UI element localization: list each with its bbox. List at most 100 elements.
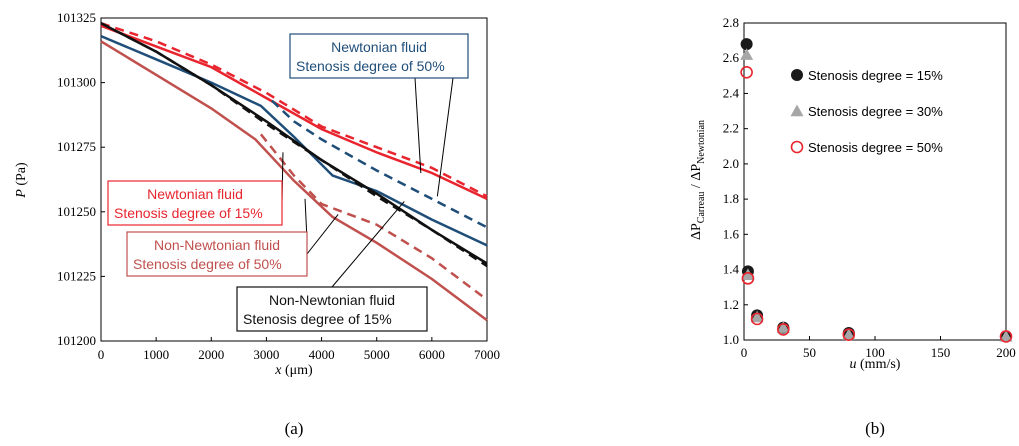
chart-b-y-axis-label-part1: ΔP: [689, 223, 704, 240]
chart-a-x-tick-label: 3000: [253, 347, 279, 362]
chart-b-legend: Stenosis degree = 15% Stenosis degree = 3…: [790, 68, 943, 155]
chart-b-legend-marker-circle-open: [790, 140, 804, 154]
chart-a-annotation-text: Stenosis degree of 15%: [114, 205, 263, 221]
chart-a-y-tick-label: 101300: [57, 75, 96, 90]
chart-b: 0 50 100 150 200 1.0 1.2 1.4 1.6 1.8 2.0 2.2 2.4 2.6…: [689, 15, 1016, 438]
chart-a-annotation-box: [126, 231, 308, 277]
chart-b-legend-marker-triangle: [790, 104, 804, 117]
chart-b-y-tick-label: 2.0: [723, 156, 739, 171]
chart-a-x-tick-label: 6000: [419, 347, 445, 362]
chart-a-y-tick-label: 101325: [57, 10, 96, 25]
chart-a-x-tick-label: 2000: [198, 347, 224, 362]
chart-a-x-axis-unit: (μm): [281, 363, 313, 378]
chart-a-annotation-leader: [306, 214, 339, 255]
chart-a-series-line-blue-solid: [100, 34, 488, 247]
chart-b-y-axis-label-sub2: Newtonian: [696, 120, 707, 164]
chart-a-y-tick-label: 101200: [57, 333, 96, 348]
chart-b-point-triangle: [741, 268, 755, 281]
chart-a: 0 1000 2000 3000 4000 5000 6000 7000 1012001012…: [14, 10, 500, 438]
chart-a-series-line-brown-solid: [100, 40, 488, 322]
chart-b-point-triangle: [740, 48, 754, 60]
chart-b-point-circle-open: [842, 328, 856, 342]
chart-b-legend-marker-circle-filled: [791, 69, 803, 81]
chart-a-series: [100, 22, 488, 322]
chart-b-legend-label: Stenosis degree = 15%: [808, 68, 943, 83]
chart-a-series-line-red-solid: [100, 24, 488, 201]
chart-a-series-line-brown-dashed: [259, 133, 488, 301]
chart-b-x-axis-label: u (mm/s): [850, 357, 901, 372]
chart-b-y-axis-label-part2: / ΔP: [689, 164, 704, 192]
chart-a-annotation-newt50: Newtonian fluid Stenosis degree of 50%: [289, 33, 469, 197]
chart-a-x-ticks: 0 1000 2000 3000 4000 5000 6000 7000: [98, 337, 500, 362]
chart-a-y-axis-var: P: [14, 189, 29, 199]
chart-a-x-tick-label: 7000: [474, 347, 500, 362]
chart-b-y-tick-label: 1.0: [723, 332, 739, 347]
chart-a-y-ticks: 101200 101225 101250 101275 101300 101325: [57, 10, 105, 348]
chart-a-annotation-nonnewt15: Non-Newtonian fluid Stenosis degree of 15…: [236, 201, 428, 332]
chart-a-panel-label: (a): [285, 419, 304, 438]
chart-b-x-tick-label: 50: [803, 345, 816, 360]
chart-a-x-axis-label: x (μm): [274, 363, 313, 378]
chart-a-annotation-leader: [414, 77, 422, 174]
chart-b-y-tick-label: 1.2: [723, 297, 739, 312]
chart-a-annotation-text: Stenosis degree of 15%: [243, 311, 392, 327]
chart-b-y-tick-label: 1.6: [723, 226, 740, 241]
chart-b-y-tick-label: 2.2: [723, 121, 739, 136]
chart-b-legend-label: Stenosis degree = 30%: [808, 104, 943, 119]
chart-b-point-circle-filled: [740, 38, 753, 51]
chart-a-annotation-box: [289, 33, 469, 79]
chart-b-x-tick-label: 100: [865, 345, 885, 360]
chart-b-point-circle-open: [750, 312, 764, 326]
chart-b-y-axis-label-sub1: Carreau: [696, 192, 707, 224]
chart-a-annotation-text: Stenosis degree of 50%: [296, 58, 445, 74]
chart-a-annotation-text: Newtonian fluid: [147, 186, 243, 202]
chart-b-series: [740, 38, 1013, 343]
chart-a-y-axis-unit: (Pa): [14, 162, 29, 189]
chart-b-point-triangle: [842, 328, 856, 340]
chart-b-x-tick-label: 150: [931, 345, 951, 360]
chart-a-annotation-leader: [436, 77, 454, 197]
chart-a-x-tick-label: 0: [98, 347, 105, 362]
chart-b-point-circle-open: [776, 323, 790, 336]
chart-a-x-axis-var: x: [274, 363, 282, 378]
chart-a-annotation-text: Non-Newtonian fluid: [269, 292, 395, 308]
chart-b-x-axis-var: u: [850, 357, 857, 372]
chart-b-y-tick-label: 2.4: [723, 85, 740, 100]
chart-b-panel-label: (b): [865, 419, 885, 438]
chart-b-point-circle-open: [740, 66, 753, 79]
chart-b-point-triangle: [776, 321, 790, 333]
chart-a-plot-frame: [100, 17, 488, 342]
chart-a-y-tick-label: 101225: [57, 268, 96, 283]
chart-b-point-circle-open: [999, 330, 1013, 343]
chart-b-y-tick-label: 2.6: [723, 50, 740, 65]
chart-a-series-line-blue-dashed: [271, 99, 488, 229]
chart-a-x-tick-label: 4000: [309, 347, 335, 362]
chart-a-x-tick-label: 5000: [364, 347, 390, 362]
chart-a-annotation-text: Stenosis degree of 50%: [133, 256, 282, 272]
chart-b-y-axis-label: ΔPCarreau / ΔPNewtonian: [689, 120, 707, 240]
chart-b-y-tick-label: 2.8: [723, 15, 739, 30]
chart-a-series-line-red-dashed: [100, 22, 488, 198]
chart-b-point-triangle: [999, 329, 1013, 342]
chart-a-annotation-newt15: Newtonian fluid Stenosis degree of 15%: [107, 152, 284, 226]
chart-a-annotation-text: Non-Newtonian fluid: [154, 237, 280, 253]
chart-b-x-axis-unit: (mm/s): [857, 357, 901, 372]
chart-a-series-line-black-dashed: [100, 22, 488, 268]
chart-b-x-tick-label: 200: [996, 345, 1016, 360]
chart-a-y-tick-label: 101275: [57, 139, 96, 154]
chart-b-y-tick-label: 1.4: [723, 262, 740, 277]
chart-b-point-triangle: [750, 310, 764, 323]
chart-b-y-ticks: 1.0 1.2 1.4 1.6 1.8 2.0 2.2 2.4 2.6 2.8: [723, 15, 748, 347]
chart-a-y-axis-label: P (Pa): [14, 162, 29, 199]
chart-a-annotation-text: Newtonian fluid: [331, 39, 427, 55]
chart-b-x-ticks: 0 50 100 150 200: [741, 336, 1016, 360]
chart-a-annotation-box: [107, 180, 283, 226]
chart-a-y-tick-label: 101250: [57, 204, 96, 219]
chart-b-y-tick-label: 1.8: [723, 191, 739, 206]
chart-b-point-circle-open: [741, 272, 755, 285]
chart-a-annotation-box: [236, 286, 428, 332]
chart-a-annotation-leader: [331, 201, 405, 288]
chart-a-x-tick-label: 1000: [143, 347, 169, 362]
